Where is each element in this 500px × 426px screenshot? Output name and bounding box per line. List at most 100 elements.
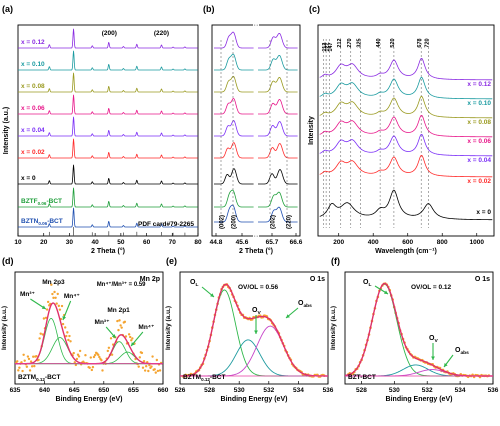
panel-d-data-point <box>127 333 131 336</box>
panel-c-x-tick-label: 200 <box>333 239 344 246</box>
panel-a-series-label: x = 0.04 <box>21 127 45 134</box>
panel-d-letter: (d) <box>2 256 14 266</box>
panel-d-data-point <box>29 360 33 363</box>
panel-f-ylabel: Intensity (a.u.) <box>330 306 337 350</box>
panel-c-band-label: 270 <box>347 38 353 47</box>
panel-c-band-label: 720 <box>424 38 430 47</box>
panel-e-x-tick-label: 530 <box>234 387 245 394</box>
panel-a-x-tick-label: 10 <box>14 239 22 246</box>
panel-d-data-point <box>30 365 34 368</box>
panel-d-data-point <box>91 365 95 369</box>
panel-d-data-point <box>23 359 26 362</box>
panel-b-series-line <box>213 189 254 208</box>
panel-b-x-tick-label: 66.6 <box>290 239 303 246</box>
panel-b-series-line <box>257 99 298 115</box>
panel-a-x-tick-label: 60 <box>143 239 151 246</box>
panel-d-data-point <box>72 351 75 355</box>
panel-a-x-tick-label: 80 <box>194 239 202 246</box>
panel-d-data-point <box>147 369 150 373</box>
panel-b-x-tick-label: 45.6 <box>236 239 249 246</box>
panel-b-peak-label: (002) <box>220 215 226 229</box>
panel-c-series-line <box>319 95 493 119</box>
panel-b-series-line <box>213 98 254 115</box>
panel-c-series-label: x = 0.02 <box>467 178 491 185</box>
panel-d-data-point <box>44 316 48 319</box>
panel-d-data-point <box>124 335 128 338</box>
panel-d-mn4-label-2: Mn⁴⁺ <box>138 324 154 331</box>
panel-e-sample-label: BZTM0.12-BCT <box>183 374 225 382</box>
panel-d-data-point <box>138 356 141 359</box>
panel-c-x-tick-label: 800 <box>437 239 448 246</box>
panel-b-series-line <box>257 32 298 49</box>
panel-d-data-point <box>64 326 67 329</box>
panel-d-data-point <box>73 361 76 364</box>
panel-a-series-label: x = 0 <box>21 175 36 182</box>
panel-d-data-point <box>131 337 134 340</box>
panel-c-series-line <box>319 57 493 81</box>
panel-b-letter: (b) <box>203 4 215 14</box>
panel-a-series-line <box>17 116 198 137</box>
panel-d-data-point <box>140 351 144 355</box>
panel-a-series-label: BZTF0.06-BCT <box>21 198 62 206</box>
panel-d-data-point <box>28 369 32 372</box>
panel-d-data-point <box>116 319 119 323</box>
panel-d-ylabel: Intensity (a.u.) <box>1 306 8 350</box>
panel-d-data-point <box>90 368 94 372</box>
panel-f-x-tick-label: 532 <box>422 387 433 394</box>
panel-d-arrow-head <box>62 316 67 320</box>
panel-f-xlabel: Binding Energy (eV) <box>386 396 453 403</box>
panel-f-ratio-label: OV/OL = 0.12 <box>411 284 452 291</box>
panel-a-series-label: x = 0.12 <box>21 39 45 46</box>
panel-d-data-point <box>61 322 65 326</box>
panel-f-frame <box>344 271 494 385</box>
panel-d-mn4-label: Mn⁴⁺ <box>64 293 80 300</box>
panel-d-xlabel: Binding Energy (eV) <box>56 396 123 403</box>
panel-d-data-point <box>25 365 29 368</box>
panel-c-x-tick-label: 1000 <box>470 239 485 246</box>
panel-a-series-label: x = 0.06 <box>21 105 45 112</box>
panel-b-series-line <box>257 169 298 185</box>
panel-f-fit-envelope <box>344 282 494 377</box>
panel-d-data-point <box>97 353 100 357</box>
panel-c-series-label: x = 0.10 <box>467 100 491 107</box>
panel-e-arrow-head <box>286 314 290 318</box>
panel-d-x-tick-label: 660 <box>158 387 169 394</box>
panel-d-data-point <box>32 355 35 358</box>
panel-e-x-tick-label: 532 <box>263 387 274 394</box>
panel-a-frame <box>17 24 199 237</box>
panel-d-data-point <box>21 369 24 373</box>
panel-d-mn2p1-label: Mn 2p1 <box>107 307 130 314</box>
panel-d-data-point <box>78 349 82 353</box>
panel-e-ylabel: Intensity (a.u.) <box>165 306 172 350</box>
panel-d-data-point <box>89 356 92 359</box>
panel-c-series-label: x = 0.08 <box>467 119 491 126</box>
panel-d-data-point <box>137 365 140 368</box>
panel-d-data-point <box>156 369 160 373</box>
panel-d-data-point <box>101 369 104 372</box>
panel-a-series-label: BZTN0.06-BCT <box>21 218 63 226</box>
panel-c-band-label: 147 <box>328 42 334 51</box>
panel-f-x-tick-label: 530 <box>389 387 400 394</box>
panel-b-series-line <box>213 204 254 223</box>
panel-a-peak-label: (200) <box>102 30 117 37</box>
panel-a-series-line <box>17 50 198 71</box>
panel-c-series-label: x = 0.06 <box>467 138 491 145</box>
panel-b-series-line <box>213 53 254 71</box>
panel-d-data-point <box>58 308 62 311</box>
panel-d-data-point <box>148 363 151 367</box>
panel-d-data-point <box>26 355 30 358</box>
panel-f-ov-label: OV <box>429 335 438 344</box>
panel-c-series-label: x = 0.12 <box>467 81 491 88</box>
panel-e-fit-envelope <box>179 283 329 377</box>
panel-c-band-label: 678 <box>417 38 423 47</box>
panel-c-x-tick-label: 600 <box>402 239 413 246</box>
panel-d-data-point <box>142 359 146 363</box>
panel-d-data-point <box>119 324 122 327</box>
panel-d-data-point <box>38 337 41 340</box>
panel-b-series-line <box>257 143 298 159</box>
panel-a-x-tick-label: 70 <box>169 239 177 246</box>
panel-e-arrow-head <box>254 330 258 334</box>
panel-e-oabs-label: Oabs <box>298 300 312 309</box>
panel-f-x-tick-label: 528 <box>356 387 367 394</box>
